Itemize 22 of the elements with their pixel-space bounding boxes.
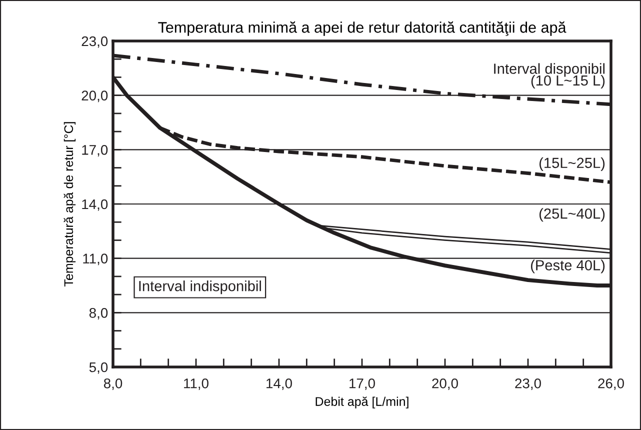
x-tick-label: 20,0 [432,378,458,390]
y-tick-label: 17,0 [82,145,108,156]
x-tick-label: 26,0 [598,378,624,390]
y-tick-label: 14,0 [82,199,108,211]
y-tick-label: 23,0 [82,36,108,48]
series-label: (Peste 40L) [530,260,605,274]
x-tick-label: 11,0 [184,378,208,390]
y-tick-label: 5,0 [89,362,108,374]
x-tick-label: 14,0 [266,378,292,390]
series-label: (10 L~15 L) [531,74,605,89]
x-tick-label: 23,0 [515,378,541,390]
y-tick-label: 20,0 [82,90,108,102]
y-axis-title: Temperatură apă de retur [°C] [64,122,76,286]
y-tick-label: 8,0 [89,308,108,320]
chart-title: Temperatura minimă a apei de retur datorită cantităţii de apă [158,21,566,36]
x-tick-label: 8,0 [104,378,122,390]
x-tick-label: 17,0 [350,378,375,390]
series-label: (25L~40L) [539,208,605,222]
y-tick-label: 11,0 [83,254,108,266]
x-axis-title: Debit apă [L/min] [316,396,408,408]
series-label: (15L~25L) [539,157,605,171]
annotation: Interval indisponibil [139,280,261,294]
